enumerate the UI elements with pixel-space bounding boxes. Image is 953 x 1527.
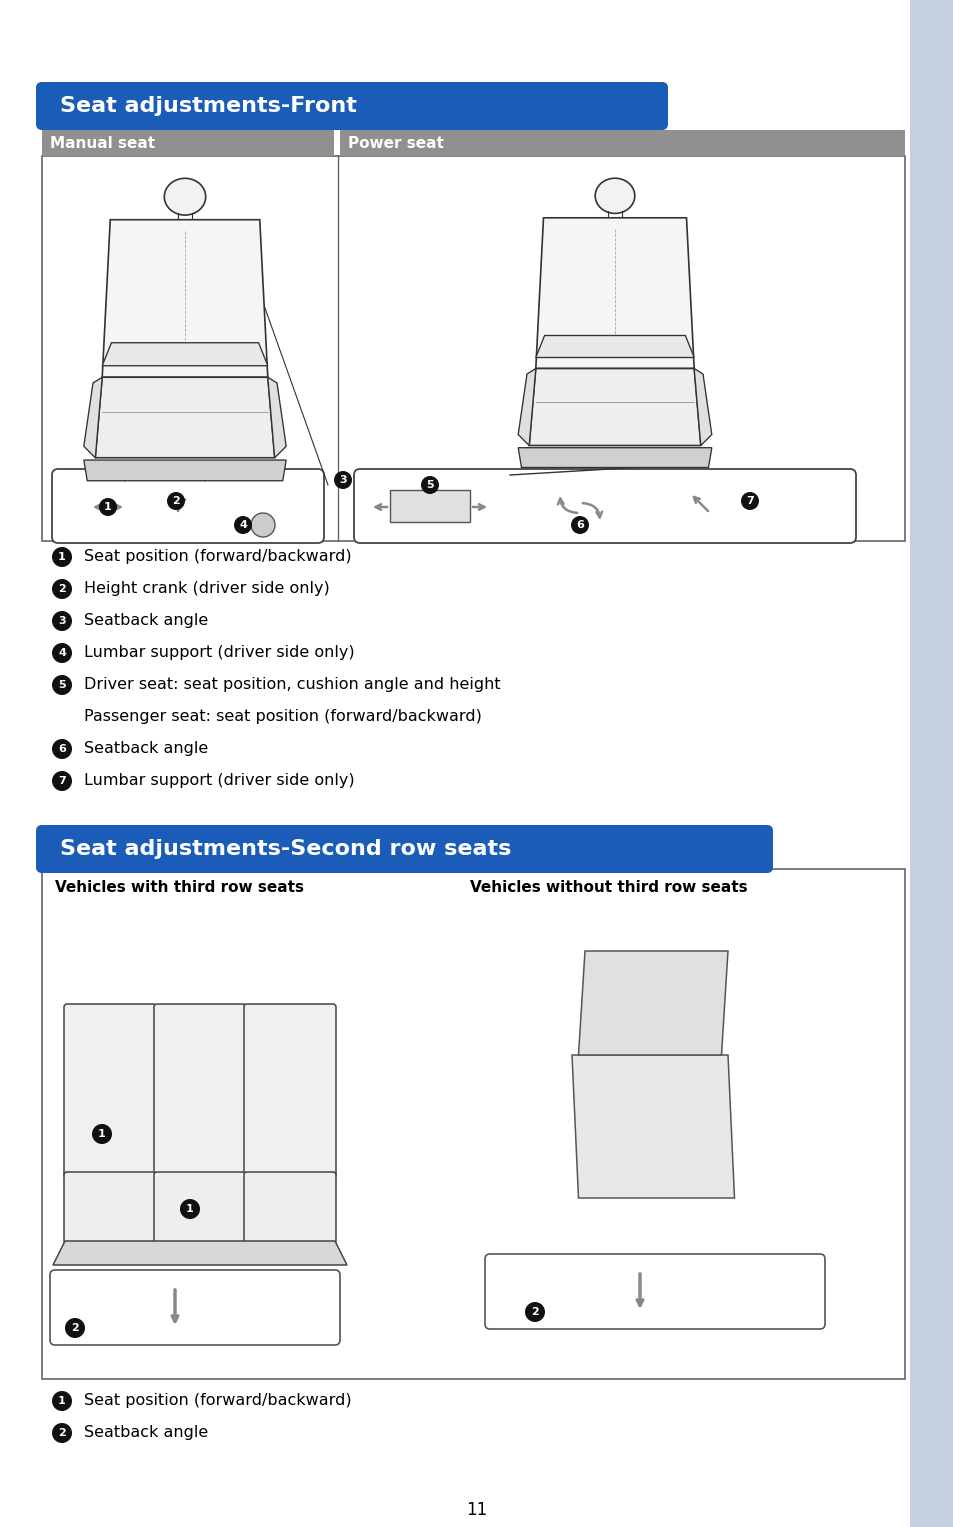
- Circle shape: [571, 516, 588, 534]
- Circle shape: [167, 492, 185, 510]
- Circle shape: [65, 1318, 85, 1338]
- Text: Seatback angle: Seatback angle: [84, 1426, 208, 1440]
- Text: 2: 2: [58, 583, 66, 594]
- Bar: [390, 490, 470, 522]
- FancyBboxPatch shape: [354, 469, 855, 544]
- Text: Manual seat: Manual seat: [50, 136, 155, 151]
- Bar: [909, 0, 953, 1527]
- FancyBboxPatch shape: [36, 82, 667, 130]
- Circle shape: [251, 513, 274, 538]
- Text: Lumbar support (driver side only): Lumbar support (driver side only): [84, 646, 355, 661]
- Circle shape: [52, 1423, 71, 1443]
- FancyBboxPatch shape: [36, 825, 772, 873]
- Text: Seatback angle: Seatback angle: [84, 614, 208, 629]
- Ellipse shape: [164, 179, 206, 215]
- Circle shape: [180, 1199, 200, 1219]
- Polygon shape: [84, 377, 102, 458]
- Text: 3: 3: [339, 475, 347, 486]
- Polygon shape: [102, 220, 268, 377]
- FancyBboxPatch shape: [50, 1270, 339, 1345]
- Text: 5: 5: [426, 479, 434, 490]
- Bar: [909, 475, 953, 910]
- Polygon shape: [517, 368, 536, 446]
- Text: 1: 1: [104, 502, 112, 512]
- Text: FEATURES/OPERATIONS: FEATURES/OPERATIONS: [926, 623, 936, 738]
- Circle shape: [740, 492, 759, 510]
- Text: 2: 2: [71, 1322, 79, 1333]
- Circle shape: [524, 1303, 544, 1322]
- Text: Driver seat: seat position, cushion angle and height: Driver seat: seat position, cushion angl…: [84, 678, 500, 693]
- Text: OVERVIEW: OVERVIEW: [926, 205, 936, 255]
- Circle shape: [99, 498, 117, 516]
- Polygon shape: [578, 951, 727, 1055]
- Text: Lumbar support (driver side only): Lumbar support (driver side only): [84, 774, 355, 788]
- FancyBboxPatch shape: [153, 1173, 246, 1245]
- Circle shape: [52, 771, 71, 791]
- Circle shape: [52, 611, 71, 631]
- Text: 11: 11: [466, 1501, 487, 1519]
- Bar: [42, 156, 904, 541]
- Ellipse shape: [595, 179, 634, 214]
- Text: Seat position (forward/backward): Seat position (forward/backward): [84, 1394, 352, 1408]
- Polygon shape: [95, 377, 274, 458]
- FancyBboxPatch shape: [244, 1003, 335, 1177]
- Text: Height crank (driver side only): Height crank (driver side only): [84, 582, 330, 597]
- Circle shape: [91, 1124, 112, 1144]
- FancyBboxPatch shape: [52, 469, 324, 544]
- FancyBboxPatch shape: [244, 1173, 335, 1245]
- Polygon shape: [517, 447, 711, 467]
- FancyBboxPatch shape: [484, 1254, 824, 1328]
- Text: 4: 4: [58, 647, 66, 658]
- Text: 2: 2: [531, 1307, 538, 1316]
- Text: Vehicles with third row seats: Vehicles with third row seats: [55, 880, 304, 895]
- Circle shape: [420, 476, 438, 495]
- Circle shape: [52, 1391, 71, 1411]
- Polygon shape: [694, 368, 711, 446]
- Circle shape: [52, 643, 71, 663]
- Text: Seatback angle: Seatback angle: [84, 742, 208, 756]
- Text: 1: 1: [98, 1128, 106, 1139]
- Text: 6: 6: [58, 744, 66, 754]
- Circle shape: [52, 579, 71, 599]
- Circle shape: [233, 516, 252, 534]
- Polygon shape: [102, 342, 268, 366]
- Circle shape: [334, 470, 352, 489]
- FancyBboxPatch shape: [64, 1003, 156, 1177]
- Polygon shape: [268, 377, 286, 458]
- Text: Seat adjustments-Front: Seat adjustments-Front: [60, 96, 356, 116]
- FancyBboxPatch shape: [64, 1173, 156, 1245]
- Text: Seat position (forward/backward): Seat position (forward/backward): [84, 550, 352, 565]
- Circle shape: [52, 739, 71, 759]
- Text: 1: 1: [58, 1396, 66, 1406]
- Text: 1: 1: [186, 1203, 193, 1214]
- Text: Vehicles without third row seats: Vehicles without third row seats: [470, 880, 747, 895]
- Text: 3: 3: [58, 615, 66, 626]
- Text: Passenger seat: seat position (forward/backward): Passenger seat: seat position (forward/b…: [84, 710, 481, 724]
- Bar: [339, 130, 904, 156]
- Text: 7: 7: [58, 776, 66, 786]
- Polygon shape: [529, 368, 700, 446]
- Bar: [42, 130, 334, 156]
- Polygon shape: [84, 460, 286, 481]
- Text: 4: 4: [239, 521, 247, 530]
- Text: Power seat: Power seat: [348, 136, 443, 151]
- Polygon shape: [536, 218, 694, 368]
- Text: 7: 7: [745, 496, 753, 505]
- Text: 2: 2: [58, 1428, 66, 1438]
- Polygon shape: [572, 1055, 734, 1199]
- FancyBboxPatch shape: [153, 1003, 246, 1177]
- Text: SAFETY AND EMERGENCY FEATURES: SAFETY AND EMERGENCY FEATURES: [926, 1164, 936, 1338]
- Text: 5: 5: [58, 680, 66, 690]
- Text: 1: 1: [58, 551, 66, 562]
- Text: 2: 2: [172, 496, 180, 505]
- Polygon shape: [53, 1241, 347, 1264]
- Bar: [42, 869, 904, 1379]
- Circle shape: [52, 547, 71, 567]
- Polygon shape: [536, 336, 694, 357]
- Circle shape: [52, 675, 71, 695]
- Text: 6: 6: [576, 521, 583, 530]
- Text: Seat adjustments-Second row seats: Seat adjustments-Second row seats: [60, 838, 511, 860]
